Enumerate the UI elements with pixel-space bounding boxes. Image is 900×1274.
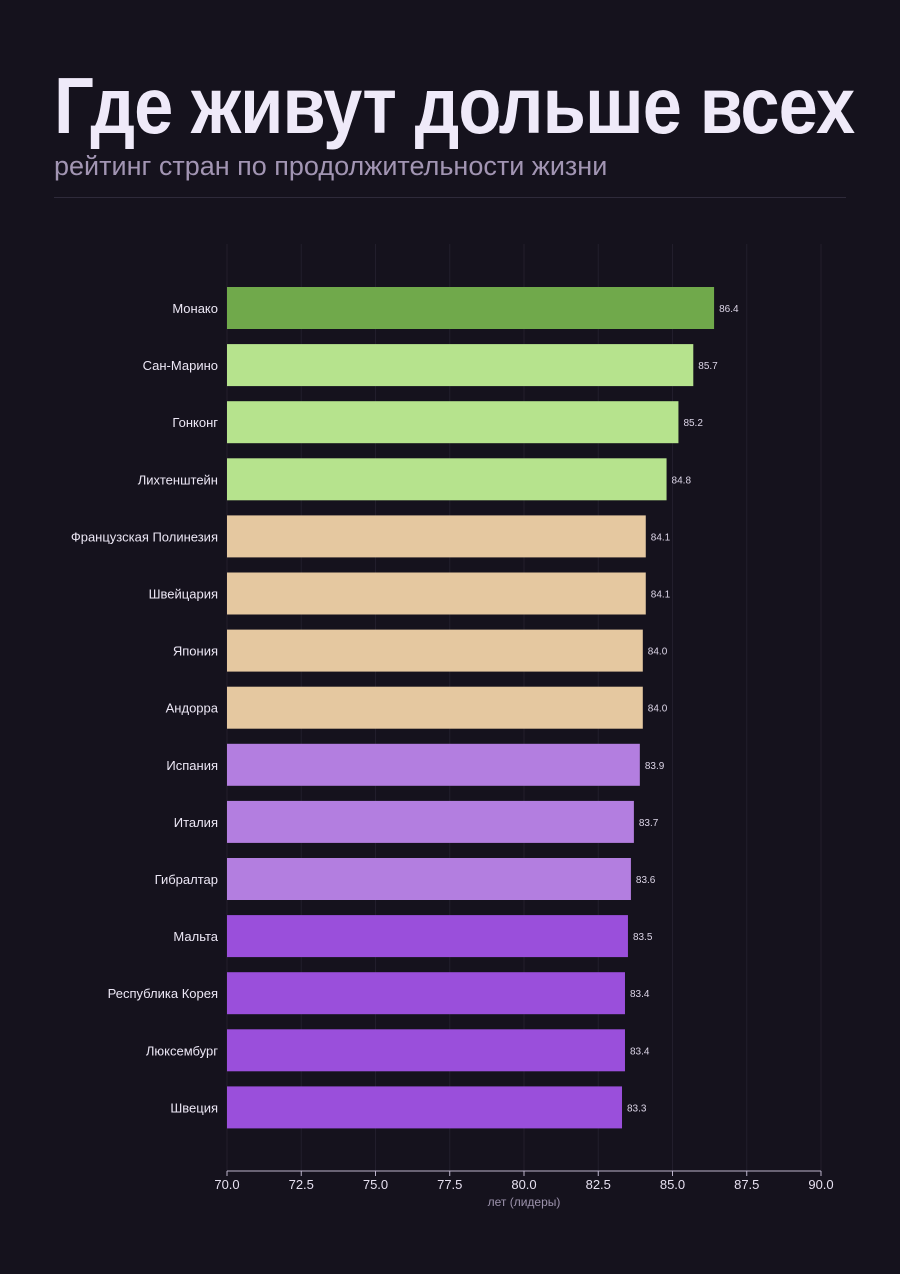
bars: Монако 86.4 Сан-Марино 85.7 Гонконг 85.2 Лихте… (71, 287, 739, 1129)
bar (227, 572, 646, 615)
category-label: Испания (166, 758, 218, 773)
bar (227, 1086, 623, 1129)
header-divider (54, 197, 846, 198)
category-label: Андорра (166, 701, 219, 716)
value-label: 85.2 (683, 418, 703, 429)
x-tick-label: 87.5 (734, 1177, 759, 1192)
value-label: 83.9 (645, 761, 665, 772)
category-label: Монако (172, 301, 218, 316)
value-label: 86.4 (719, 304, 739, 315)
value-label: 84.0 (648, 647, 668, 658)
value-label: 83.5 (633, 932, 653, 943)
value-label: 83.4 (630, 989, 650, 1000)
category-label: Италия (174, 815, 218, 830)
bar (227, 401, 679, 444)
bar (227, 858, 631, 900)
value-label: 83.7 (639, 818, 659, 829)
category-label: Гонконг (172, 415, 218, 430)
value-label: 83.3 (627, 1103, 647, 1114)
x-tick-label: 70.0 (214, 1177, 239, 1192)
x-tick-label: 80.0 (511, 1177, 536, 1192)
value-label: 84.1 (651, 590, 671, 601)
category-label: Люксембург (146, 1043, 218, 1058)
value-label: 84.1 (651, 532, 671, 543)
chart-subtitle: рейтинг стран по продолжительности жизни (54, 151, 608, 181)
x-tick-label: 77.5 (437, 1177, 462, 1192)
x-axis: 70.0 72.5 75.0 77.5 80.0 82.5 85.0 87.5 90.0 лет … (214, 1170, 834, 1209)
x-tick-label: 82.5 (586, 1177, 611, 1192)
bar (227, 344, 694, 387)
x-tick-label: 72.5 (289, 1177, 314, 1192)
category-label: Швейцария (149, 587, 218, 602)
value-label: 84.8 (672, 475, 692, 486)
bar (227, 800, 634, 843)
category-label: Япония (173, 644, 218, 659)
chart-title: Где живут дольше всех (54, 61, 855, 150)
bar (227, 629, 643, 672)
bar (227, 287, 715, 329)
category-label: Французская Полинезия (71, 529, 218, 544)
bar (227, 686, 643, 729)
value-label: 83.4 (630, 1046, 650, 1057)
x-tick-label: 90.0 (808, 1177, 833, 1192)
bar (227, 743, 640, 786)
value-label: 83.6 (636, 875, 656, 886)
value-label: 85.7 (698, 361, 718, 372)
category-label: Гибралтар (155, 872, 218, 887)
category-label: Республика Корея (108, 986, 218, 1001)
x-tick-label: 75.0 (363, 1177, 388, 1192)
category-label: Лихтенштейн (138, 472, 218, 487)
x-tick-label: 85.0 (660, 1177, 685, 1192)
category-label: Мальта (173, 929, 218, 944)
bar (227, 458, 667, 501)
x-axis-label: лет (лидеры) (488, 1195, 561, 1209)
category-label: Сан-Марино (143, 358, 218, 373)
bar (227, 1029, 625, 1072)
bar (227, 915, 628, 958)
category-label: Швеция (170, 1100, 218, 1115)
bar (227, 972, 625, 1015)
bar (227, 515, 646, 558)
value-label: 84.0 (648, 704, 668, 715)
